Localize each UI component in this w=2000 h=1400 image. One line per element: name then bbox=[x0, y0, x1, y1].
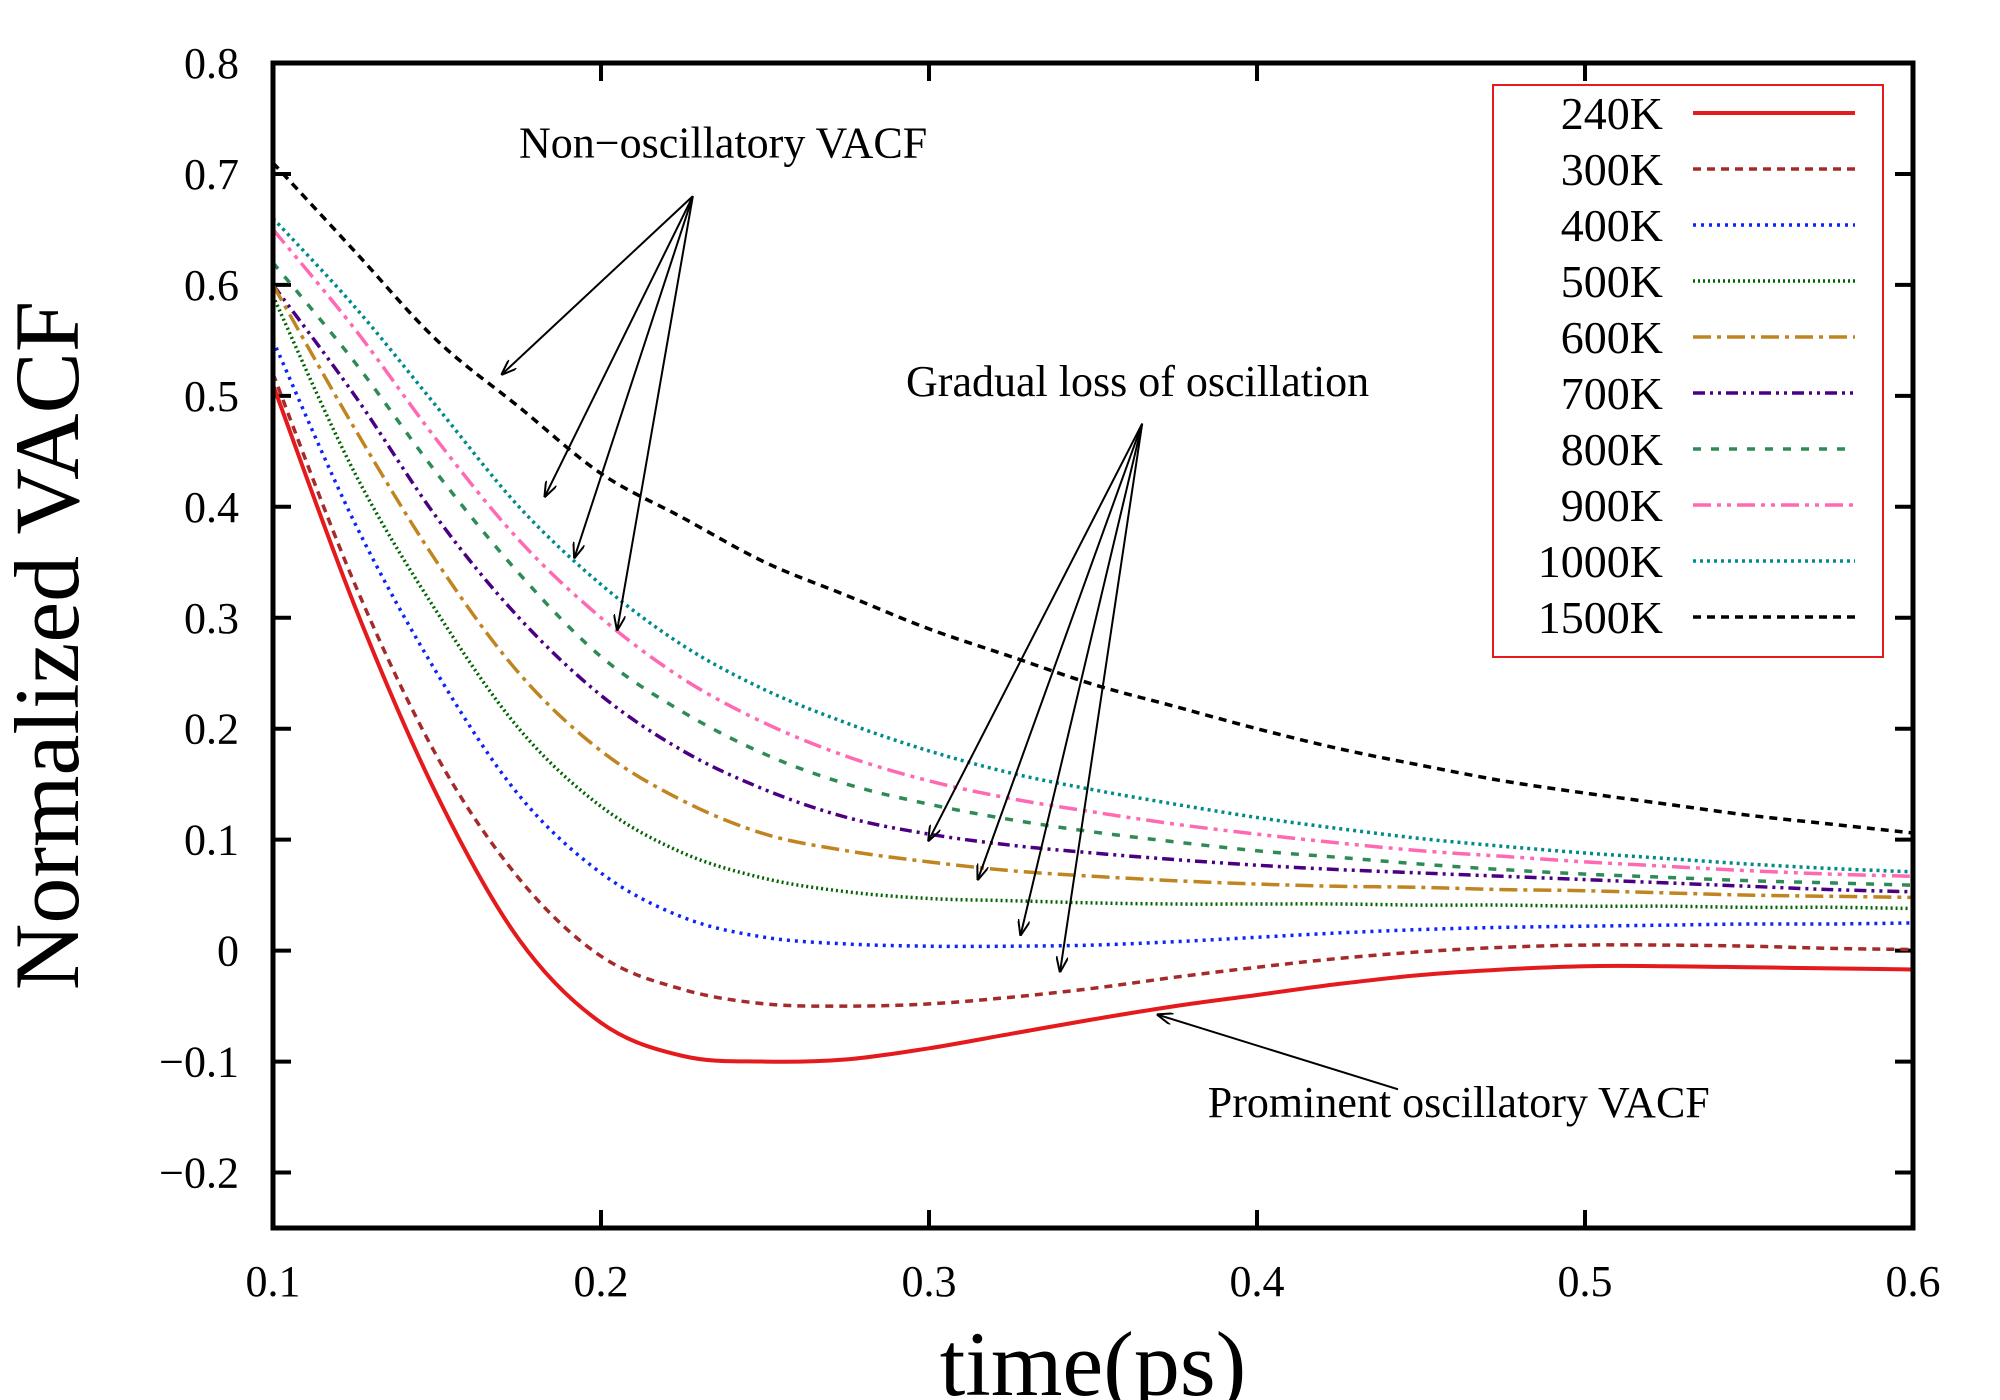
y-axis-label: Normalized VACF bbox=[0, 301, 98, 990]
series-line-1000K bbox=[273, 217, 1913, 874]
y-tick-label: 0.5 bbox=[184, 372, 239, 421]
annotation-arrow bbox=[1159, 1015, 1399, 1091]
series-layer bbox=[273, 161, 1913, 1064]
x-tick-label: 0.2 bbox=[574, 1257, 629, 1306]
legend-label-1000K: 1000K bbox=[1538, 536, 1663, 587]
y-tick-label: 0.7 bbox=[184, 150, 239, 199]
legend-label-400K: 400K bbox=[1561, 200, 1663, 251]
x-tick-label: 0.6 bbox=[1886, 1257, 1941, 1306]
legend-box bbox=[1492, 84, 1884, 658]
series-line-300K bbox=[273, 373, 1913, 1008]
x-axis-label: time(ps) bbox=[940, 1313, 1247, 1400]
series-line-240K bbox=[273, 384, 1913, 1064]
legend-label-240K: 240K bbox=[1561, 88, 1663, 139]
y-tick-label: 0.8 bbox=[184, 39, 239, 88]
y-tick-label: 0.6 bbox=[184, 261, 239, 310]
annotation-arrow bbox=[575, 195, 694, 557]
legend-label-1500K: 1500K bbox=[1538, 592, 1663, 643]
annotation-arrow bbox=[929, 423, 1144, 840]
legend-label-900K: 900K bbox=[1561, 480, 1663, 531]
legend-label-500K: 500K bbox=[1561, 256, 1663, 307]
x-tick-label: 0.1 bbox=[246, 1257, 301, 1306]
annotation-arrow bbox=[545, 195, 694, 496]
y-tick-label: 0.1 bbox=[184, 816, 239, 865]
legend-label-600K: 600K bbox=[1561, 312, 1663, 363]
ticks-layer: 0.1 0.2 0.3 0.4 0.5 0.6 −0.2 −0.1 0 0.1 0.2 0.3 0.4 0… bbox=[159, 39, 1940, 1306]
y-tick-label: −0.2 bbox=[159, 1149, 239, 1198]
annotation-arrow bbox=[1021, 423, 1144, 934]
y-tick-label: 0.4 bbox=[184, 483, 239, 532]
annotation-arrow bbox=[617, 195, 694, 629]
y-tick-label: −0.1 bbox=[159, 1038, 239, 1087]
series-line-900K bbox=[273, 228, 1913, 879]
annotation-layer: Non−oscillatory VACF Gradual loss of osci… bbox=[503, 118, 1710, 1127]
y-tick-label: 0.3 bbox=[184, 594, 239, 643]
annotation-text-1: Gradual loss of oscillation bbox=[906, 357, 1369, 406]
annotation-text-2: Prominent oscillatory VACF bbox=[1208, 1078, 1710, 1127]
x-tick-label: 0.3 bbox=[902, 1257, 957, 1306]
y-tick-label: 0 bbox=[217, 927, 239, 976]
annotation-text-0: Non−oscillatory VACF bbox=[519, 118, 927, 167]
series-line-1500K bbox=[273, 161, 1913, 835]
annotation-arrow bbox=[978, 423, 1144, 879]
x-tick-label: 0.4 bbox=[1230, 1257, 1285, 1306]
series-line-700K bbox=[273, 283, 1913, 894]
annotation-arrow bbox=[503, 195, 694, 374]
legend: 240K300K400K500K600K700K800K900K1000K150… bbox=[1492, 84, 1884, 658]
plot-frame bbox=[270, 60, 1916, 1231]
y-tick-label: 0.2 bbox=[184, 705, 239, 754]
legend-label-800K: 800K bbox=[1561, 424, 1663, 475]
series-line-600K bbox=[273, 284, 1913, 900]
x-tick-label: 0.5 bbox=[1558, 1257, 1613, 1306]
legend-label-700K: 700K bbox=[1561, 368, 1663, 419]
annotation-arrow bbox=[1060, 423, 1144, 971]
series-line-800K bbox=[273, 261, 1913, 887]
legend-label-300K: 300K bbox=[1561, 144, 1663, 195]
